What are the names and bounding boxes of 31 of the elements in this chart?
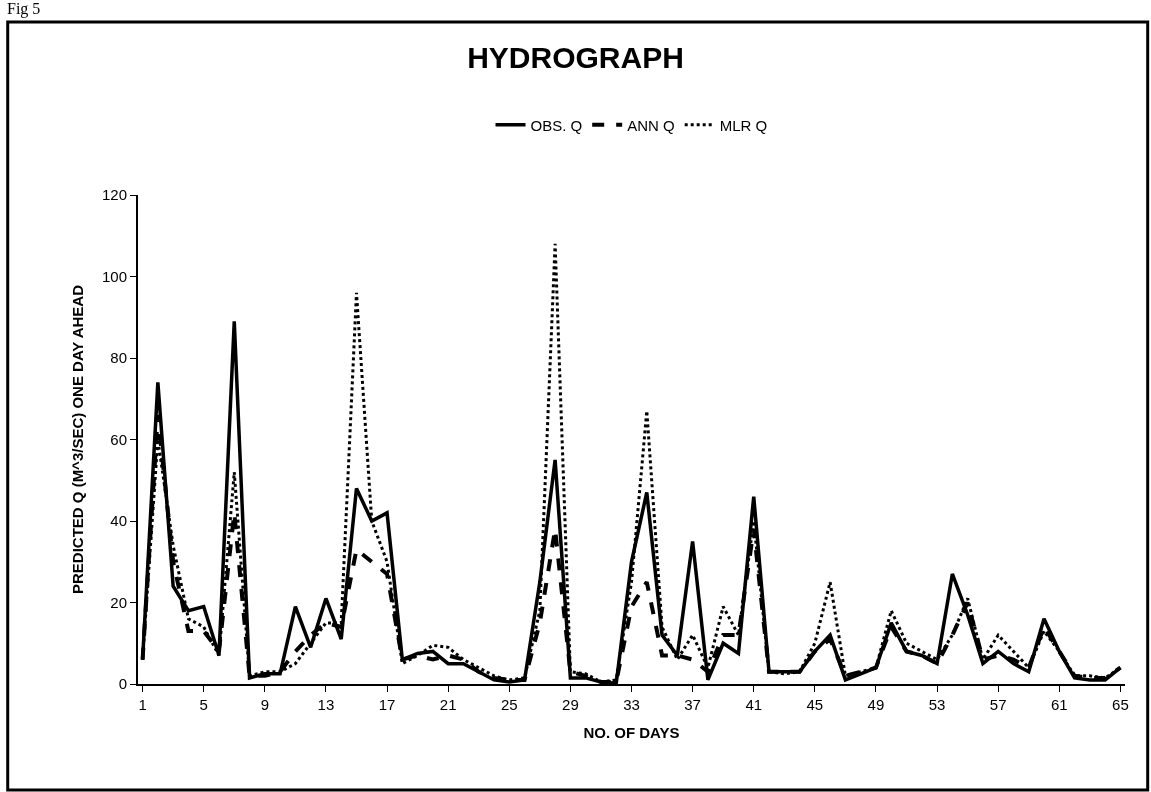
x-tick-label: 5 [199,696,208,713]
x-tick-label: 37 [684,696,701,713]
y-tick-label: 20 [110,593,127,611]
legend-label: MLR Q [719,116,768,134]
y-tick-label: 40 [110,512,127,530]
legend-label: OBS. Q [530,116,583,134]
legend-label: ANN Q [627,116,675,134]
x-tick-label: 21 [439,696,457,713]
y-tick-label: 120 [101,186,127,204]
x-tick-label: 33 [623,696,640,713]
x-tick-label: 25 [500,696,518,713]
y-tick-label: 0 [118,675,127,693]
y-axis-title: PREDICTED Q (M^3/SEC) ONE DAY AHEAD [68,284,86,595]
chart-title: HYDROGRAPH [467,40,684,74]
y-tick-label: 100 [101,267,127,285]
x-tick-label: 61 [1050,696,1068,713]
caption: Fig 5 [7,0,41,18]
x-tick-label: 17 [378,696,396,713]
x-tick-label: 29 [562,696,579,713]
y-tick-label: 60 [110,430,127,448]
x-tick-label: 57 [989,696,1007,713]
y-tick-label: 80 [110,349,127,367]
x-tick-label: 49 [867,696,885,713]
x-axis-title: NO. OF DAYS [583,723,680,741]
x-tick-label: 13 [317,696,335,713]
x-tick-label: 65 [1112,696,1129,713]
x-tick-label: 1 [138,696,147,713]
x-tick-label: 9 [260,696,269,713]
x-tick-label: 53 [928,696,946,713]
x-tick-label: 41 [745,696,763,713]
x-tick-label: 45 [806,696,824,713]
